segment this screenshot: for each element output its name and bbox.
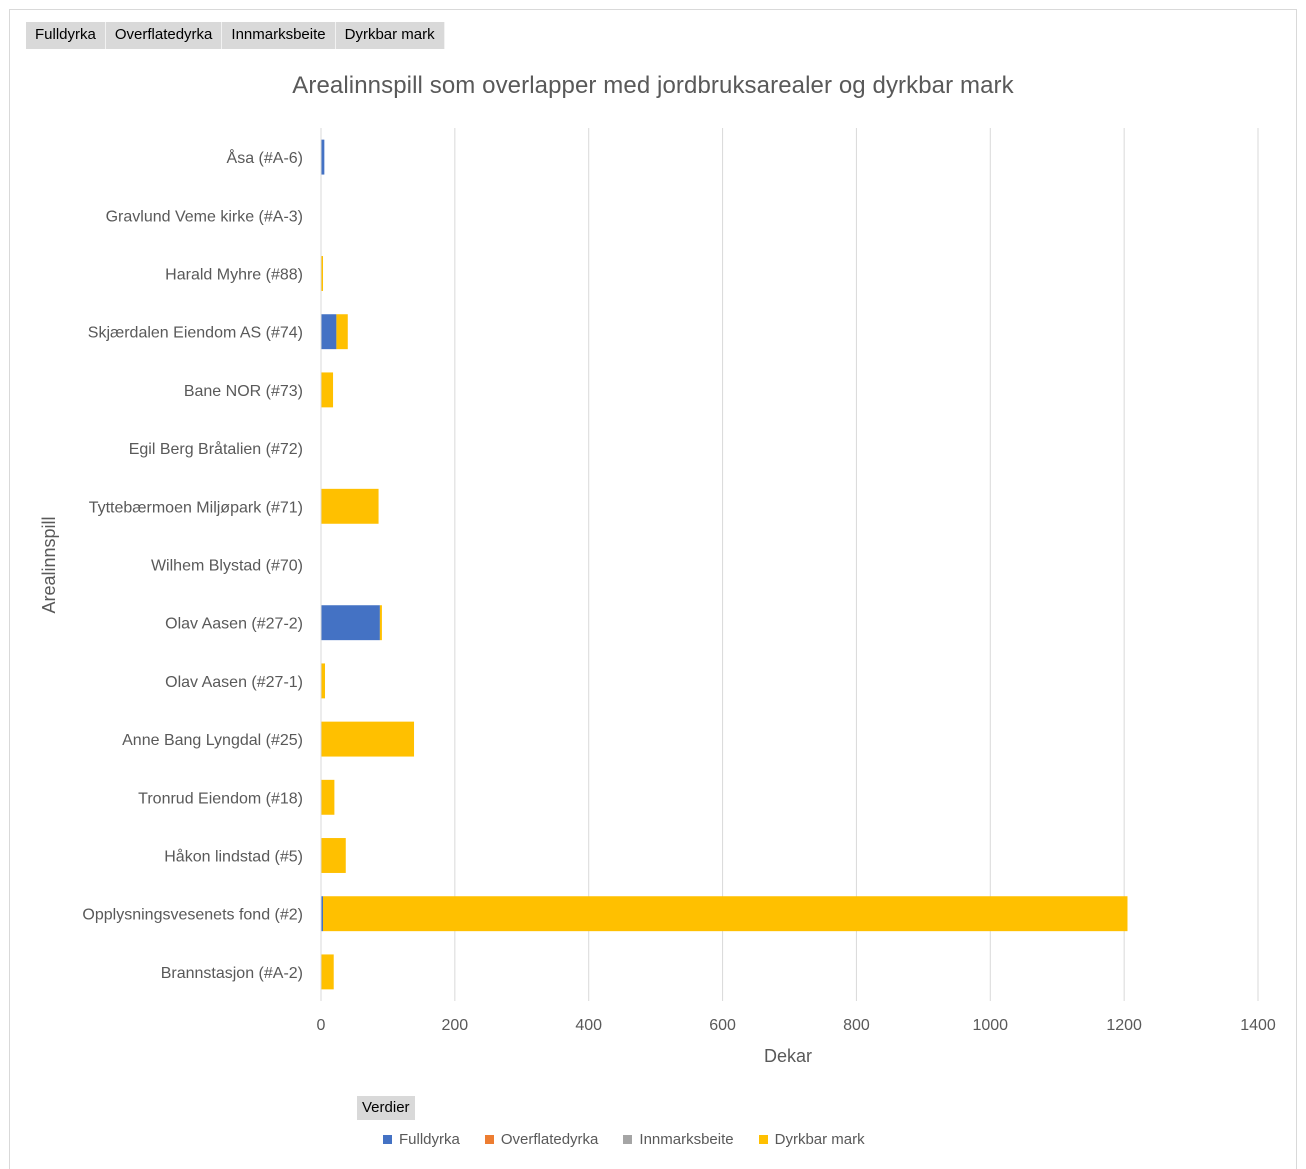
field-button-innmarksbeite[interactable]: Innmarksbeite	[222, 22, 336, 49]
legend-label-dyrkbar-mark: Dyrkbar mark	[774, 1131, 865, 1148]
y-category-label: Opplysningsvesenets fond (#2)	[82, 907, 303, 924]
legend-item-innmarksbeite[interactable]: Innmarksbeite	[623, 1131, 734, 1148]
chart-title: Arealinnspill som overlapper med jordbru…	[292, 72, 1014, 99]
legend-swatch-fulldyrka	[383, 1135, 392, 1144]
bar-dyrkbar-mark	[321, 372, 334, 408]
chart-frame	[9, 9, 1297, 1169]
y-category-label: Harald Myhre (#88)	[165, 267, 303, 284]
y-category-label: Brannstasjon (#A-2)	[161, 965, 303, 982]
bar-dyrkbar-mark	[321, 838, 346, 873]
legend: Fulldyrka Overflatedyrka Innmarksbeite D…	[383, 1131, 890, 1148]
x-tick-label: 0	[317, 1017, 326, 1034]
y-category-label: Bane NOR (#73)	[184, 383, 303, 400]
bar-dyrkbar-mark	[379, 605, 382, 641]
field-button-bar: Fulldyrka Overflatedyrka Innmarksbeite D…	[26, 22, 445, 49]
y-axis-label: Arealinnspill	[39, 516, 59, 613]
gridlines	[454, 128, 1259, 1001]
bar-dyrkbar-mark	[321, 256, 324, 291]
bar-dyrkbar-mark	[321, 954, 334, 990]
legend-item-dyrkbar-mark[interactable]: Dyrkbar mark	[758, 1131, 865, 1148]
bar-dyrkbar-mark	[336, 314, 348, 350]
y-category-label: Egil Berg Bråtalien (#72)	[129, 440, 303, 458]
legend-swatch-innmarksbeite	[623, 1135, 633, 1144]
x-tick-label: 200	[442, 1017, 469, 1034]
bar-dyrkbar-mark	[321, 779, 335, 815]
bar-fulldyrka	[321, 314, 337, 350]
y-category-label: Åsa (#A-6)	[227, 148, 303, 167]
y-category-label: Tyttebærmoen Miljøpark (#71)	[89, 499, 303, 516]
field-button-overflatedyrka[interactable]: Overflatedyrka	[105, 22, 223, 49]
y-category-label: Wilhem Blystad (#70)	[151, 558, 303, 575]
y-category-label: Anne Bang Lyngdal (#25)	[122, 732, 303, 749]
legend-item-fulldyrka[interactable]: Fulldyrka	[383, 1131, 460, 1148]
x-tick-label: 800	[843, 1017, 870, 1034]
legend-swatch-overflatedyrka	[484, 1135, 494, 1144]
bar-dyrkbar-mark	[321, 663, 326, 699]
field-button-dyrkbar-mark[interactable]: Dyrkbar mark	[335, 22, 445, 49]
y-category-label: Tronrud Eiendom (#18)	[138, 790, 303, 807]
bar-fulldyrka	[321, 605, 380, 641]
x-tick-label: 600	[709, 1017, 736, 1034]
legend-label-fulldyrka: Fulldyrka	[399, 1131, 460, 1148]
x-tick-label: 400	[575, 1017, 602, 1034]
bars	[321, 139, 1128, 990]
x-tick-label: 1200	[1106, 1017, 1142, 1034]
field-button-fulldyrka[interactable]: Fulldyrka	[26, 22, 106, 49]
legend-values-button[interactable]: Verdier	[357, 1096, 415, 1120]
y-category-label: Skjærdalen Eiendom AS (#74)	[88, 325, 303, 342]
bar-dyrkbar-mark	[323, 896, 1128, 932]
bar-dyrkbar-mark	[321, 721, 415, 757]
y-category-label: Gravlund Veme kirke (#A-3)	[106, 208, 303, 225]
x-tick-label: 1000	[972, 1017, 1008, 1034]
axes: 0 200 400 600 800 1000 1200 1400 Åsa (#A-6) Gravl…	[82, 128, 1276, 1034]
bar-dyrkbar-mark	[321, 488, 379, 524]
bar-fulldyrka	[321, 139, 325, 175]
y-category-label: Olav Aasen (#27-2)	[165, 616, 303, 633]
legend-label-innmarksbeite: Innmarksbeite	[639, 1131, 734, 1148]
legend-item-overflatedyrka[interactable]: Overflatedyrka	[484, 1131, 599, 1148]
x-tick-label: 1400	[1240, 1017, 1276, 1034]
y-category-label: Olav Aasen (#27-1)	[165, 674, 303, 691]
x-axis-label: Dekar	[764, 1046, 812, 1066]
y-category-label: Håkon lindstad (#5)	[164, 848, 303, 866]
legend-swatch-dyrkbar-mark	[758, 1135, 768, 1144]
bar-fulldyrka	[321, 896, 324, 932]
legend-label-overflatedyrka: Overflatedyrka	[500, 1131, 599, 1148]
